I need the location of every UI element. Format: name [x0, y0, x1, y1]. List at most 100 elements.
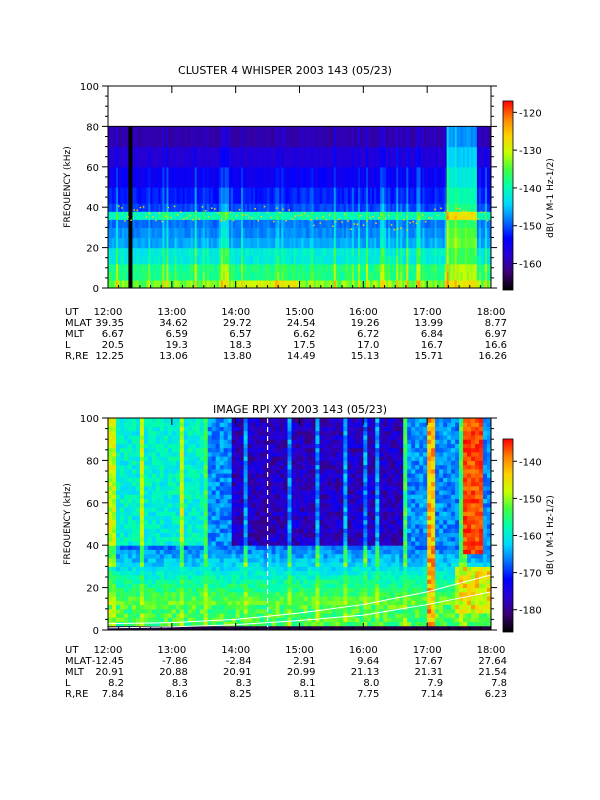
heatmap-cell: [115, 439, 121, 444]
heatmap-cell: [347, 211, 351, 216]
heatmap-cell: [219, 553, 225, 559]
heatmap-cell: [351, 166, 355, 188]
heatmap-cell: [203, 528, 209, 533]
heatmap-cell: [216, 126, 220, 148]
heatmap-cell: [176, 279, 180, 288]
heatmap-cell: [142, 187, 145, 204]
heatmap-cell: [183, 579, 189, 584]
heatmap-cell: [456, 263, 460, 273]
heatmap-cell: [440, 279, 444, 288]
heatmap-cell: [249, 187, 252, 204]
heatmap-cell: [215, 443, 221, 449]
heatmap-cell: [207, 553, 213, 559]
heatmap-cell: [317, 237, 321, 249]
heatmap-cell: [235, 477, 241, 483]
heatmap-cell: [331, 203, 335, 212]
heatmap-cell: [228, 237, 232, 249]
heatmap-cell: [345, 166, 349, 188]
heatmap-cell: [309, 211, 313, 216]
heatmap-cell: [195, 604, 201, 610]
heatmap-cell: [110, 219, 113, 228]
heatmap-cell: [163, 583, 169, 589]
heatmap-cell: [265, 126, 268, 148]
heatmap-cell: [315, 279, 319, 288]
heatmap-cell: [131, 464, 137, 470]
heatmap-cell: [151, 553, 157, 559]
heatmap-cell: [214, 279, 218, 288]
heatmap-cell: [171, 498, 177, 504]
heatmap-cell: [227, 468, 233, 474]
heatmap-cell: [267, 237, 270, 249]
heatmap-cell: [175, 625, 181, 630]
heatmap-cell: [211, 574, 217, 580]
plasma-line-dot: [369, 217, 371, 219]
heatmap-cell: [231, 460, 237, 466]
heatmap-cell: [167, 574, 173, 580]
heatmap-cell: [143, 566, 149, 572]
heatmap-cell: [388, 279, 391, 288]
heatmap-cell: [123, 528, 129, 533]
heatmap-cell: [251, 418, 257, 423]
heatmap-cell: [416, 126, 420, 148]
heatmap-cell: [119, 515, 125, 521]
heatmap-cell: [303, 166, 307, 188]
heatmap-cell: [341, 227, 345, 239]
heatmap-cell: [327, 263, 331, 273]
heatmap-cell: [108, 519, 113, 525]
heatmap-cell: [482, 279, 486, 288]
heatmap-cell: [159, 430, 165, 436]
heatmap-cell: [470, 271, 474, 281]
heatmap-cell: [235, 447, 241, 453]
heatmap-cell: [108, 166, 111, 188]
heatmap-cell: [343, 271, 347, 281]
heatmap-cell: [341, 126, 345, 148]
heatmap-cell: [151, 447, 157, 453]
heatmap-cell: [163, 608, 169, 614]
heatmap-cell: [426, 237, 430, 249]
heatmap-cell: [188, 227, 192, 239]
heatmap-cell: [357, 237, 361, 249]
heatmap-cell: [166, 215, 170, 220]
heatmap-cell: [251, 146, 254, 168]
heatmap-cell: [215, 553, 221, 559]
heatmap-cell: [191, 430, 197, 436]
heatmap-cell: [349, 219, 353, 228]
heatmap-cell: [108, 587, 113, 593]
heatmap-cell: [115, 498, 121, 504]
heatmap-cell: [207, 498, 213, 504]
heatmap-cell: [416, 166, 420, 188]
heatmap-cell: [196, 255, 200, 265]
heatmap-cell: [249, 211, 252, 216]
heatmap-cell: [323, 227, 327, 239]
heatmap-cell: [271, 166, 274, 188]
heatmap-cell: [162, 219, 166, 228]
heatmap-cell: [347, 271, 351, 281]
heatmap-cell: [351, 126, 355, 148]
heatmap-cell: [231, 434, 237, 440]
heatmap-cell: [408, 126, 411, 148]
heatmap-cell: [476, 219, 480, 228]
heatmap-cell: [135, 587, 141, 593]
heatmap-cell: [167, 460, 173, 466]
heatmap-cell: [146, 219, 149, 228]
heatmap-cell: [486, 126, 490, 148]
heatmap-cell: [190, 255, 194, 265]
heatmap-cell: [143, 528, 149, 533]
heatmap-cell: [418, 203, 422, 212]
heatmap-cell: [122, 237, 125, 249]
heatmap-cell: [303, 271, 307, 281]
heatmap-cell: [163, 451, 169, 457]
heatmap-cell: [349, 255, 353, 265]
heatmap-cell: [143, 549, 149, 555]
heatmap-cell: [235, 528, 241, 533]
heatmap-cell: [380, 255, 383, 265]
heatmap-cell: [124, 227, 127, 239]
heatmap-cell: [207, 485, 213, 491]
heatmap-cell: [398, 219, 401, 228]
heatmap-cell: [232, 279, 236, 288]
heatmap-cell: [195, 617, 201, 623]
heatmap-cell: [171, 447, 177, 453]
heatmap-cell: [162, 279, 166, 288]
heatmap-cell: [271, 215, 274, 220]
heatmap-cell: [396, 215, 399, 220]
